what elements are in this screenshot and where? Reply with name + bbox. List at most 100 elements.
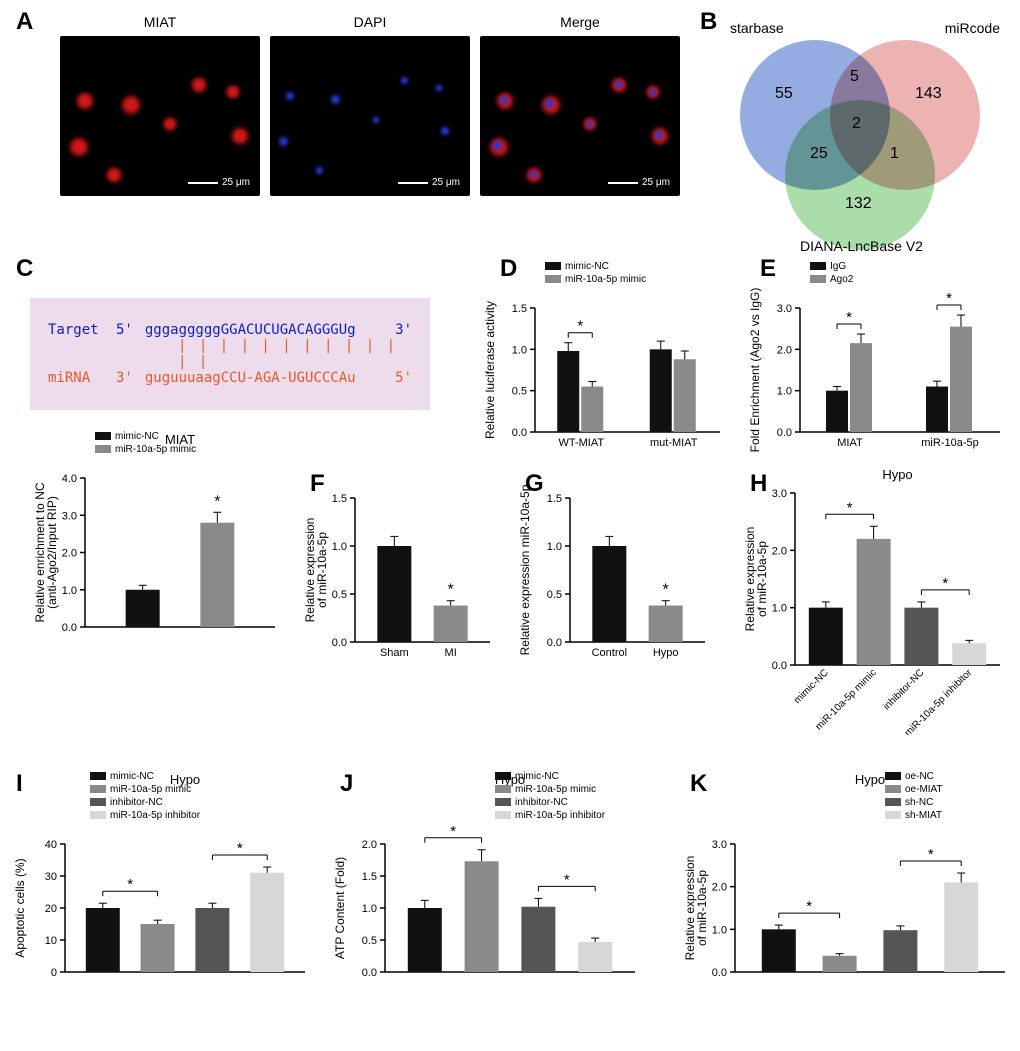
svg-text:0: 0 (51, 967, 57, 979)
chart-fold-enrichment: 0.01.02.03.0Fold Enrichment (Ago2 vs IgG… (745, 260, 1005, 460)
svg-text:0.0: 0.0 (777, 427, 792, 439)
svg-text:sh-NC: sh-NC (905, 797, 933, 808)
svg-text:mimic-NC: mimic-NC (792, 667, 831, 706)
svg-text:0.0: 0.0 (62, 622, 77, 634)
svg-text:40: 40 (45, 839, 57, 851)
svg-text:mut-MIAT: mut-MIAT (650, 437, 698, 449)
svg-text:0.0: 0.0 (332, 637, 347, 649)
chart-apoptosis: Hypo010203040Apoptotic cells (%)**mimic-… (10, 770, 310, 1000)
svg-text:miR-10a-5p mimic: miR-10a-5p mimic (110, 784, 191, 795)
venn-num: 132 (845, 195, 872, 213)
svg-text:of miR-10a-5p: of miR-10a-5p (755, 541, 769, 617)
svg-text:*: * (127, 876, 133, 893)
venn-num: 2 (852, 115, 861, 133)
svg-text:2.0: 2.0 (712, 882, 727, 894)
svg-text:0.0: 0.0 (712, 967, 727, 979)
svg-text:*: * (846, 309, 852, 326)
svg-text:of miR-10a-5p: of miR-10a-5p (695, 870, 709, 946)
svg-text:miR-10a-5p mimic: miR-10a-5p mimic (515, 784, 596, 795)
svg-text:miR-10a-5p: miR-10a-5p (921, 437, 978, 449)
scale-bar: 25 μm (608, 177, 670, 188)
svg-text:1.0: 1.0 (547, 541, 562, 553)
svg-text:WT-MIAT: WT-MIAT (558, 437, 604, 449)
svg-text:1.0: 1.0 (512, 344, 527, 356)
chart-atp: Hypo0.00.51.01.52.0ATP Content (Fold)**m… (330, 770, 640, 1000)
panel-a-title-merge: Merge (480, 14, 680, 30)
venn-label-mircode: miRcode (945, 20, 1000, 36)
svg-text:0.0: 0.0 (772, 660, 787, 672)
svg-text:Ago2: Ago2 (830, 274, 854, 285)
svg-text:3.0: 3.0 (772, 488, 787, 500)
svg-text:3.0: 3.0 (777, 303, 792, 315)
svg-text:*: * (564, 871, 570, 888)
chart-control-hypo: 0.00.51.01.5Relative expression miR-10a-… (515, 470, 710, 670)
svg-text:Sham: Sham (380, 647, 409, 659)
chart-miat-oe-sh: Hypo0.01.02.03.0Relative expressionof mi… (680, 770, 1010, 1000)
chart-mir-transfection: Hypo0.01.02.03.0Relative expressionof mi… (740, 465, 1005, 735)
venn-diagram: starbase miRcode DIANA-LncBase V2 55 143… (720, 20, 1010, 250)
svg-text:Relative luciferase activity: Relative luciferase activity (483, 301, 497, 439)
svg-text:Fold Enrichment (Ago2 vs IgG): Fold Enrichment (Ago2 vs IgG) (748, 288, 762, 453)
svg-text:IgG: IgG (830, 261, 846, 272)
microscopy-miat: 25 μm (60, 36, 260, 196)
panel-label-c: C (16, 255, 33, 283)
svg-text:Hypo: Hypo (653, 647, 679, 659)
svg-text:of miR-10a-5p: of miR-10a-5p (315, 532, 329, 608)
venn-num: 55 (775, 85, 793, 103)
svg-text:*: * (942, 575, 948, 592)
svg-text:inhibitor-NC: inhibitor-NC (515, 797, 568, 808)
svg-text:*: * (806, 898, 812, 915)
svg-text:mimic-NC: mimic-NC (565, 261, 609, 272)
svg-text:MI: MI (445, 647, 457, 659)
svg-text:Relative expression miR-10a-5p: Relative expression miR-10a-5p (518, 484, 532, 655)
svg-text:1.0: 1.0 (362, 903, 377, 915)
panel-label-a: A (16, 8, 33, 36)
sequence-alignment-box: Target 5' gggagggggGGACUCUGACAGGGUg 3' |… (30, 298, 430, 410)
svg-text:inhibitor-NC: inhibitor-NC (110, 797, 163, 808)
svg-text:0.0: 0.0 (512, 427, 527, 439)
panel-label-b: B (700, 8, 717, 36)
seq-3prime: 3' (395, 322, 412, 338)
svg-text:0.0: 0.0 (362, 967, 377, 979)
svg-text:1.0: 1.0 (332, 541, 347, 553)
venn-num: 143 (915, 85, 942, 103)
svg-text:1.5: 1.5 (332, 493, 347, 505)
svg-text:20: 20 (45, 903, 57, 915)
svg-text:1.0: 1.0 (712, 924, 727, 936)
svg-text:*: * (237, 840, 243, 857)
svg-text:2.0: 2.0 (777, 344, 792, 356)
svg-text:1.5: 1.5 (362, 871, 377, 883)
svg-text:*: * (577, 318, 583, 335)
svg-text:0.0: 0.0 (547, 637, 562, 649)
svg-text:0.5: 0.5 (362, 935, 377, 947)
seq-mirna-label: miRNA (48, 370, 104, 386)
panel-a-title-dapi: DAPI (270, 14, 470, 30)
venn-num: 5 (850, 68, 859, 86)
svg-text:sh-MIAT: sh-MIAT (905, 810, 942, 821)
svg-text:miR-10a-5p mimic: miR-10a-5p mimic (565, 274, 646, 285)
svg-text:1.0: 1.0 (62, 585, 77, 597)
svg-text:3.0: 3.0 (62, 510, 77, 522)
svg-text:oe-MIAT: oe-MIAT (905, 784, 943, 795)
svg-text:miR-10a-5p inhibitor: miR-10a-5p inhibitor (515, 810, 606, 821)
svg-text:Hypo: Hypo (855, 772, 885, 787)
seq-target-label: Target (48, 322, 104, 338)
svg-text:(anti-Ago2/Input RIP): (anti-Ago2/Input RIP) (45, 496, 59, 609)
venn-num: 25 (810, 145, 828, 163)
seq-3prime: 3' (116, 370, 133, 386)
svg-text:inhibitor-NC: inhibitor-NC (881, 667, 926, 712)
svg-text:10: 10 (45, 935, 57, 947)
venn-num: 1 (890, 145, 899, 163)
svg-text:miR-10a-5p inhibitor: miR-10a-5p inhibitor (110, 810, 201, 821)
svg-text:2.0: 2.0 (772, 545, 787, 557)
seq-complementary-bars: | | | | | | | | | | | | | (178, 338, 412, 370)
chart-luciferase: 0.00.51.01.5Relative luciferase activity… (480, 260, 725, 460)
svg-text:*: * (663, 582, 669, 599)
svg-text:*: * (450, 823, 456, 840)
svg-text:*: * (214, 493, 220, 510)
svg-text:oe-NC: oe-NC (905, 771, 934, 782)
svg-text:2.0: 2.0 (62, 548, 77, 560)
svg-text:1.5: 1.5 (512, 303, 527, 315)
scale-bar: 25 μm (398, 177, 460, 188)
microscopy-dapi: 25 μm (270, 36, 470, 196)
